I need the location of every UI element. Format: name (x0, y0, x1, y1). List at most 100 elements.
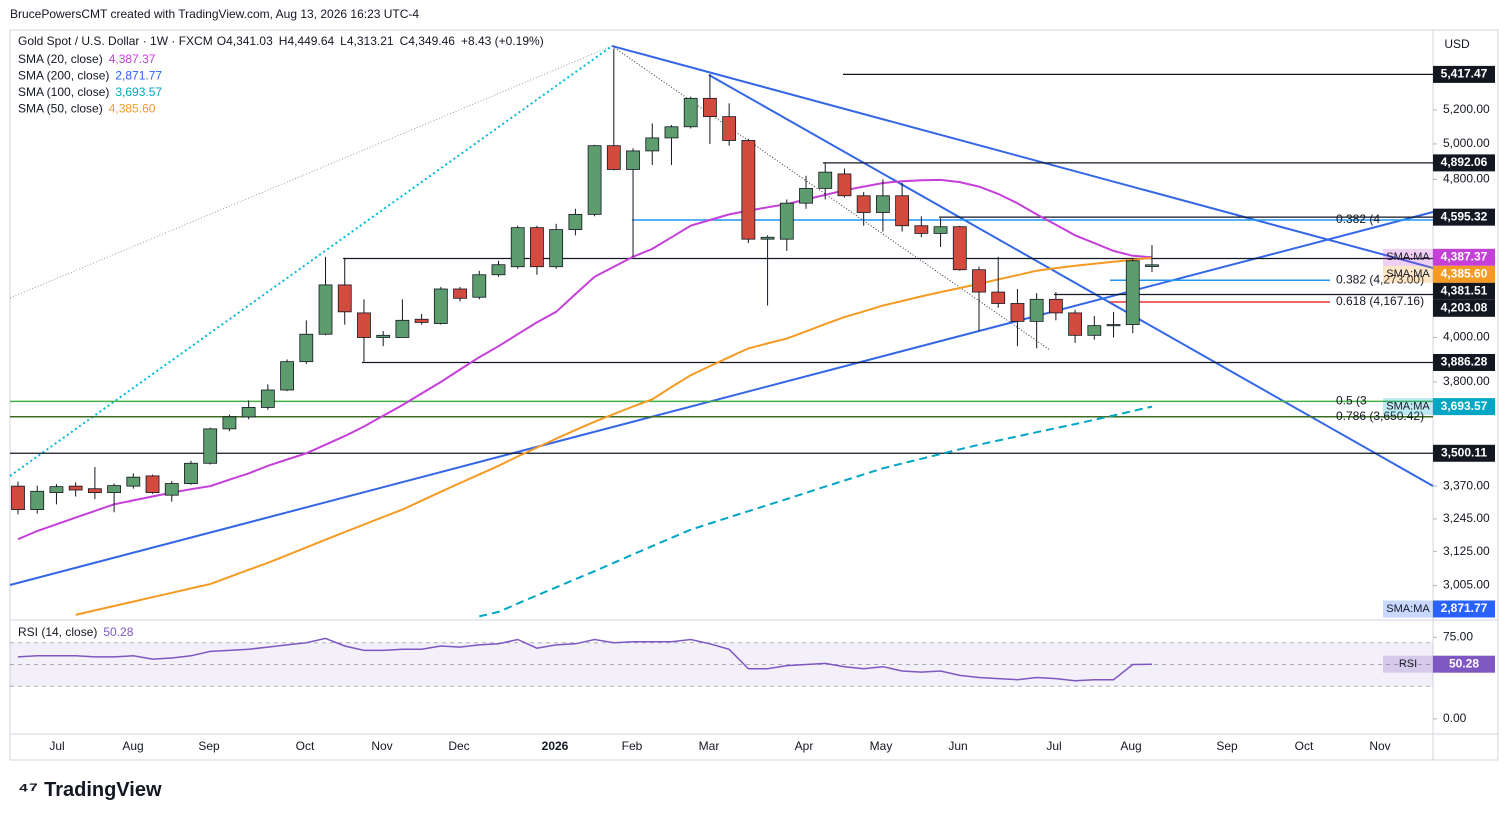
axis-box-value: 4,892.06 (1441, 155, 1488, 169)
rsi-value: 50.28 (103, 625, 133, 639)
axis-box (1433, 282, 1495, 300)
x-tick-label: Aug (1120, 739, 1141, 753)
x-tick-label: Sep (1216, 739, 1238, 753)
candle-body (952, 226, 967, 271)
candle-body (626, 150, 640, 170)
axis-box (1383, 265, 1433, 283)
ohlc-value: 4,313.21 (347, 34, 394, 48)
candle-body (280, 361, 294, 391)
axis-box (1433, 248, 1495, 266)
x-tick-label: Aug (122, 739, 143, 753)
candle-body (107, 485, 121, 493)
candle-body (491, 264, 506, 276)
candle-body (606, 145, 621, 170)
y-tick-label: 3,800.00 (1443, 374, 1490, 388)
y-tick-label: 5,000.00 (1443, 136, 1490, 150)
fib-label: 0.786 (3,650.42) (1336, 409, 1424, 423)
legend-name: SMA (20, close) (18, 52, 103, 66)
candle-body (760, 236, 775, 240)
fib-label: 0.382 (4 (1336, 212, 1380, 226)
axis-box (1433, 154, 1495, 172)
axis-box (1433, 299, 1495, 317)
candle-body (11, 485, 25, 511)
candle-body (818, 171, 833, 189)
candle-body (895, 195, 910, 227)
axis-box-value: 4,203.08 (1441, 300, 1488, 314)
ohlc-value: 4,449.64 (287, 34, 334, 48)
axis-box-value: 4,381.51 (1441, 283, 1488, 297)
axis-box-tag: SMA:MA (1386, 251, 1430, 263)
rsi-name: RSI (14, close) (18, 625, 97, 639)
ohlc-key: L (340, 34, 347, 48)
legend-value: 3,693.57 (115, 85, 162, 99)
candle-body (1048, 298, 1063, 314)
axis-box (1433, 655, 1495, 673)
candle-body (933, 226, 948, 234)
y-tick-label: 5,200.00 (1443, 102, 1490, 116)
x-tick-label: Dec (448, 739, 469, 753)
ohlc-key: H (279, 34, 288, 48)
plot: 0.382 (4 0.382 (4,273.00) 0.618 (4,167.16)… (10, 48, 1433, 687)
axis-box (1433, 208, 1495, 226)
candle-body (856, 195, 871, 213)
axis-box (1433, 354, 1495, 372)
candle-body (972, 269, 986, 293)
candle-body (741, 140, 756, 240)
rsi-tick-label: 75.00 (1443, 629, 1473, 643)
candle-body (703, 97, 717, 118)
fib-label: 0.618 (4,167.16) (1336, 294, 1424, 308)
candle-body (299, 333, 314, 363)
candle-body (145, 475, 160, 493)
candle-body (799, 188, 813, 204)
y-tick-label: 3,370.00 (1443, 478, 1490, 492)
axis-box (1433, 65, 1495, 83)
symbol: Gold Spot / U.S. Dollar · 1W · FXCM O4,34… (18, 34, 544, 48)
candle-body (203, 428, 218, 464)
x-tick-label: Jun (948, 739, 967, 753)
y-tick-label: 3,005.00 (1443, 578, 1490, 592)
x-tick-label: Sep (198, 739, 220, 753)
candle-body (1068, 312, 1082, 336)
trendline (9, 211, 1434, 586)
drawings (9, 45, 1434, 586)
x-tick-label: May (870, 739, 893, 753)
candle-body (164, 483, 179, 496)
axis-box-value: 3,500.11 (1441, 445, 1487, 459)
candle-body (991, 291, 1006, 304)
candle-body (664, 126, 679, 139)
candle-body (241, 407, 256, 418)
candle-body (837, 173, 852, 197)
trendline (611, 45, 1434, 269)
ohlc-key: O (217, 34, 226, 48)
x-tick-label: 2026 (542, 739, 569, 753)
axis-box (1433, 444, 1495, 462)
x-tick-label: Oct (296, 739, 315, 753)
rsi-legend: RSI (14, close) 50.28 (18, 625, 134, 639)
y-tick-label: 4,800.00 (1443, 172, 1490, 186)
price-axis: 5,200.00 5,000.00 4,800.00 4,000.00 3,800.00… (1383, 65, 1495, 725)
axis-box (1433, 600, 1495, 618)
axis-box-value: 3,886.28 (1441, 355, 1488, 369)
y-tick-label: 3,245.00 (1443, 511, 1490, 525)
candle-body (414, 318, 429, 323)
legend-name: SMA (200, close) (18, 69, 109, 83)
candle-body (1029, 298, 1044, 322)
legend-value: 2,871.77 (115, 69, 162, 83)
sma-line (479, 405, 1153, 618)
candle-body (1010, 303, 1025, 322)
legend-name: SMA (100, close) (18, 85, 109, 99)
candle-body (68, 485, 83, 491)
x-tick-label: Nov (1369, 739, 1390, 753)
frame (9, 29, 1499, 761)
candle-body (318, 284, 333, 335)
rsi-tick-label: 0.00 (1443, 711, 1467, 725)
trendline (611, 45, 1051, 351)
candle-body (453, 288, 467, 299)
x-tick-label: Jul (49, 739, 64, 753)
candle-body (87, 488, 102, 493)
fib-label: 0.382 (4,273.00) (1336, 272, 1424, 286)
candle-body (587, 145, 602, 215)
y-tick-label: 3,125.00 (1443, 544, 1490, 558)
axis-box-value: 3,693.57 (1441, 399, 1488, 413)
